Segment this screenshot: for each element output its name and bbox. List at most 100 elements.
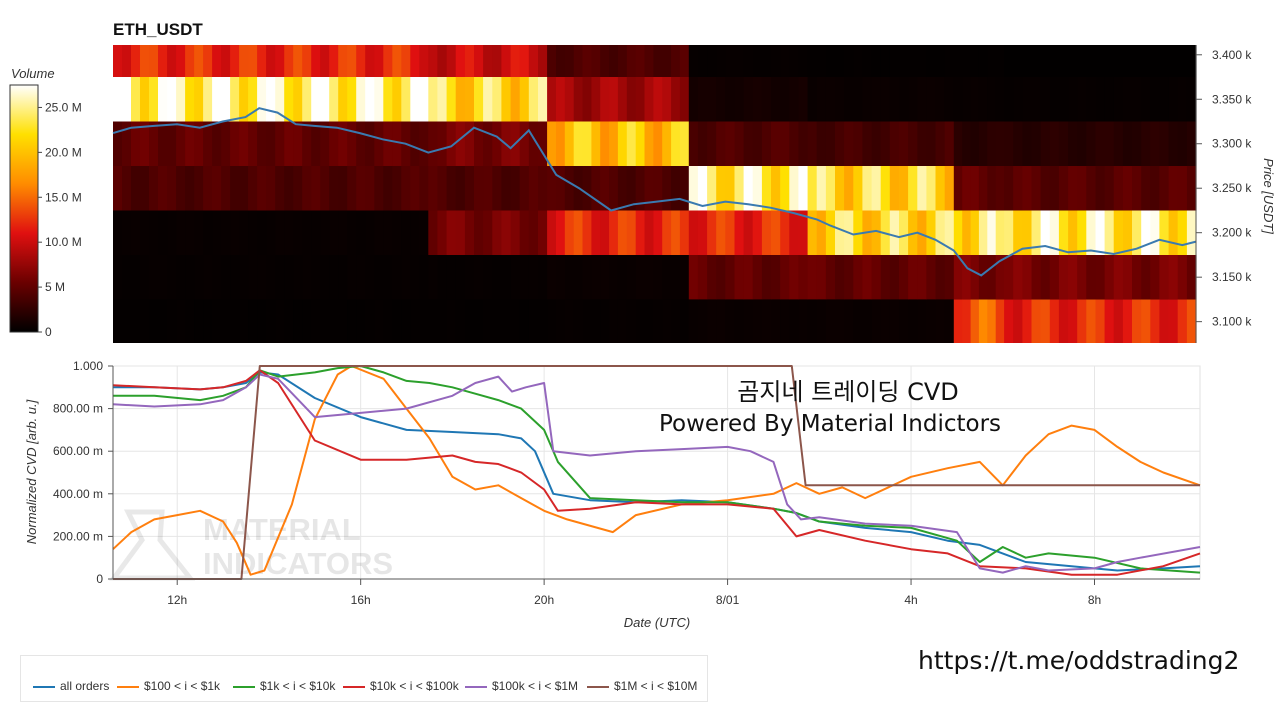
heatmap-cell [1186, 299, 1197, 343]
heatmap-cell [725, 77, 735, 122]
heatmap-cell [889, 299, 900, 343]
heatmap-cell [311, 166, 321, 211]
heatmap-cell [149, 299, 159, 343]
heatmap-cell [167, 299, 177, 343]
heatmap-cell [1086, 77, 1096, 122]
heatmap-cell [671, 77, 681, 122]
heatmap-cell [780, 254, 790, 300]
heatmap-cell [899, 77, 909, 122]
footer-link[interactable]: https://t.me/oddstrading2 [918, 646, 1240, 675]
heatmap-cell [1058, 166, 1069, 211]
heatmap-cell [519, 121, 530, 166]
heatmap-cell [716, 77, 726, 122]
heatmap-cell [889, 45, 900, 77]
heatmap-cell [1068, 210, 1078, 255]
heatmap-cell [662, 299, 672, 343]
heatmap-cell [383, 166, 393, 211]
heatmap-cell [419, 166, 429, 211]
heatmap-cell [275, 210, 285, 255]
heatmap-cell [401, 254, 411, 300]
heatmap-cell [995, 77, 1005, 122]
heatmap-cell [1104, 166, 1115, 211]
heatmap-cell [113, 299, 123, 343]
heatmap-cell [437, 299, 448, 343]
heatmap-cell [167, 77, 177, 122]
heatmap-cell [1159, 166, 1170, 211]
heatmap-cell [437, 77, 448, 122]
heatmap-cell [697, 299, 708, 343]
heatmap-cell [257, 299, 267, 343]
heatmap-cell [582, 121, 592, 166]
legend-item-s10k_100k[interactable]: $10k < i < $100k [343, 679, 459, 693]
heatmap-cell [752, 254, 763, 300]
heatmap-cell [302, 166, 312, 211]
heatmap-cell [1095, 121, 1106, 166]
heatmap-cell [1013, 77, 1023, 122]
heatmap-cell [871, 166, 882, 211]
heatmap-cell [284, 254, 294, 300]
heatmap-cell [734, 77, 745, 122]
heatmap-cell [239, 77, 249, 122]
heatmap-cell [880, 166, 891, 211]
heatmap-cell [591, 299, 601, 343]
heatmap-cell [573, 77, 584, 122]
heatmap-cell [970, 77, 980, 122]
heatmap-cell [194, 254, 204, 300]
heatmap-cell [1049, 77, 1060, 122]
heatmap-cell [519, 299, 530, 343]
heatmap-cell [626, 166, 637, 211]
heatmap-cell [383, 299, 393, 343]
heatmap-cell [1177, 299, 1188, 343]
heatmap-cell [564, 254, 575, 300]
heatmap-cell [844, 121, 854, 166]
legend-item-all_orders[interactable]: all orders [33, 679, 109, 693]
heatmap-cell [203, 254, 213, 300]
heatmap-cell [167, 210, 177, 255]
heatmap-cell [1104, 121, 1115, 166]
heatmap-cell [653, 121, 663, 166]
heatmap-cell [889, 166, 900, 211]
heatmap-cell [230, 45, 240, 77]
heatmap-cell [131, 166, 141, 211]
legend-swatch [233, 685, 255, 688]
heatmap-cell [871, 210, 882, 255]
heatmap-cell [158, 166, 168, 211]
heatmap-cell [1186, 254, 1197, 300]
heatmap-cell [528, 299, 539, 343]
heatmap-cell [158, 254, 168, 300]
heatmap-cell [483, 299, 493, 343]
heatmap-cell [428, 166, 438, 211]
heatmap-cell [293, 254, 303, 300]
heatmap-cell [880, 77, 891, 122]
heatmap-cell [970, 299, 980, 343]
heatmap-cell [798, 121, 809, 166]
heatmap-cell [853, 45, 863, 77]
legend-item-s1M_10M[interactable]: $1M < i < $10M [587, 679, 697, 693]
heatmap-cell [1122, 77, 1133, 122]
heatmap-cell [780, 45, 790, 77]
heatmap-cell [1132, 121, 1142, 166]
heatmap-cell [185, 299, 195, 343]
heatmap-cell [962, 210, 972, 255]
heatmap-cell [1022, 210, 1033, 255]
legend-item-s1k_10k[interactable]: $1k < i < $10k [233, 679, 335, 693]
heatmap-cell [635, 299, 646, 343]
heatmap-cell [519, 166, 530, 211]
heatmap-cell [987, 121, 997, 166]
heatmap-cell [780, 121, 790, 166]
heatmap-cell [1132, 254, 1142, 300]
heatmap-cell [935, 77, 946, 122]
heatmap-cell [1049, 45, 1060, 77]
heatmap-cell [1040, 45, 1051, 77]
heatmap-cell [725, 299, 735, 343]
legend-item-s100k_1M[interactable]: $100k < i < $1M [465, 679, 578, 693]
heatmap-cell [725, 166, 735, 211]
heatmap-cell [158, 45, 168, 77]
heatmap-cell [734, 210, 745, 255]
heatmap-cell [962, 254, 972, 300]
heatmap-cell [688, 45, 699, 77]
heatmap-cell [185, 254, 195, 300]
heatmap-cell [176, 210, 186, 255]
legend-item-s100_1k[interactable]: $100 < i < $1k [117, 679, 220, 693]
heatmap-cell [538, 166, 548, 211]
